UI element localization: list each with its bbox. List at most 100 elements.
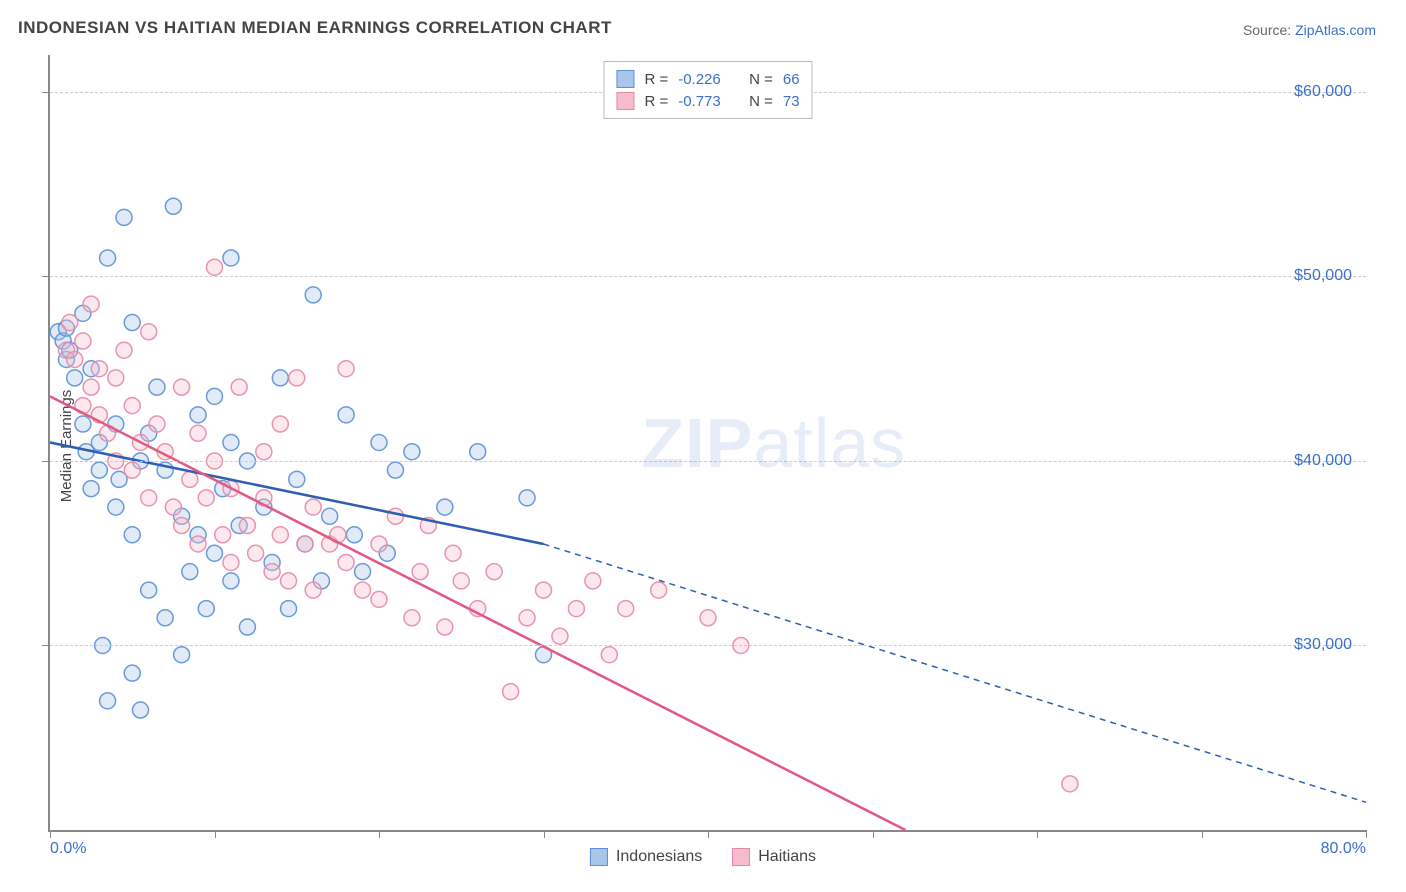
chart-title: INDONESIAN VS HAITIAN MEDIAN EARNINGS CO… xyxy=(18,18,612,38)
data-point xyxy=(355,582,371,598)
data-point xyxy=(141,324,157,340)
data-point xyxy=(91,462,107,478)
data-point xyxy=(1062,776,1078,792)
data-point xyxy=(83,481,99,497)
data-point xyxy=(75,333,91,349)
data-point xyxy=(536,582,552,598)
data-point xyxy=(198,601,214,617)
data-point xyxy=(248,545,264,561)
data-point xyxy=(700,610,716,626)
y-tick xyxy=(42,645,50,646)
trend-line-extrapolated xyxy=(544,544,1367,802)
legend-row: R =-0.226 N =66 xyxy=(616,68,799,90)
legend-row: R =-0.773 N =73 xyxy=(616,90,799,112)
x-tick-label: 0.0% xyxy=(50,840,86,858)
data-point xyxy=(67,351,83,367)
data-point xyxy=(404,610,420,626)
legend-n-value: 73 xyxy=(783,93,800,110)
legend-swatch xyxy=(616,92,634,110)
x-tick xyxy=(1366,830,1367,838)
trend-line xyxy=(50,443,544,544)
data-point xyxy=(519,610,535,626)
legend-swatch xyxy=(590,848,608,866)
legend-swatch xyxy=(732,848,750,866)
data-point xyxy=(486,564,502,580)
chart-svg xyxy=(50,55,1366,830)
data-point xyxy=(190,425,206,441)
x-tick xyxy=(379,830,380,838)
data-point xyxy=(124,315,140,331)
x-tick-label: 80.0% xyxy=(1321,840,1366,858)
data-point xyxy=(568,601,584,617)
gridline xyxy=(50,461,1366,462)
data-point xyxy=(371,435,387,451)
data-point xyxy=(371,591,387,607)
x-tick xyxy=(215,830,216,838)
x-tick xyxy=(1202,830,1203,838)
x-tick xyxy=(544,830,545,838)
data-point xyxy=(215,527,231,543)
data-point xyxy=(182,564,198,580)
y-tick xyxy=(42,92,50,93)
data-point xyxy=(437,499,453,515)
gridline xyxy=(50,276,1366,277)
y-tick-label: $60,000 xyxy=(1294,83,1352,101)
data-point xyxy=(198,490,214,506)
data-point xyxy=(289,471,305,487)
data-point xyxy=(207,259,223,275)
data-point xyxy=(445,545,461,561)
data-point xyxy=(412,564,428,580)
data-point xyxy=(62,315,78,331)
data-point xyxy=(601,647,617,663)
correlation-legend: R =-0.226 N =66R =-0.773 N =73 xyxy=(603,61,812,119)
data-point xyxy=(256,444,272,460)
data-point xyxy=(149,416,165,432)
data-point xyxy=(338,554,354,570)
data-point xyxy=(223,554,239,570)
legend-item: Indonesians xyxy=(590,848,702,866)
data-point xyxy=(437,619,453,635)
legend-r-value: -0.226 xyxy=(678,71,721,88)
x-tick xyxy=(50,830,51,838)
x-tick xyxy=(1037,830,1038,838)
data-point xyxy=(116,209,132,225)
data-point xyxy=(338,361,354,377)
data-point xyxy=(355,564,371,580)
data-point xyxy=(281,573,297,589)
legend-r-label: R = xyxy=(644,71,668,88)
data-point xyxy=(552,628,568,644)
data-point xyxy=(404,444,420,460)
y-tick xyxy=(42,276,50,277)
data-point xyxy=(272,416,288,432)
data-point xyxy=(91,361,107,377)
data-point xyxy=(231,379,247,395)
x-tick xyxy=(708,830,709,838)
data-point xyxy=(108,499,124,515)
data-point xyxy=(100,250,116,266)
source-attribution: Source: ZipAtlas.com xyxy=(1243,22,1376,38)
source-value: ZipAtlas.com xyxy=(1295,22,1376,38)
data-point xyxy=(165,198,181,214)
data-point xyxy=(371,536,387,552)
data-point xyxy=(83,379,99,395)
data-point xyxy=(207,388,223,404)
data-point xyxy=(182,471,198,487)
data-point xyxy=(190,407,206,423)
data-point xyxy=(272,370,288,386)
legend-item: Haitians xyxy=(732,848,816,866)
y-tick-label: $50,000 xyxy=(1294,267,1352,285)
data-point xyxy=(157,610,173,626)
source-label: Source: xyxy=(1243,22,1291,38)
gridline xyxy=(50,645,1366,646)
data-point xyxy=(141,490,157,506)
x-tick xyxy=(873,830,874,838)
data-point xyxy=(387,462,403,478)
data-point xyxy=(223,573,239,589)
data-point xyxy=(67,370,83,386)
data-point xyxy=(100,693,116,709)
data-point xyxy=(305,582,321,598)
data-point xyxy=(223,435,239,451)
data-point xyxy=(124,398,140,414)
data-point xyxy=(585,573,601,589)
data-point xyxy=(322,508,338,524)
